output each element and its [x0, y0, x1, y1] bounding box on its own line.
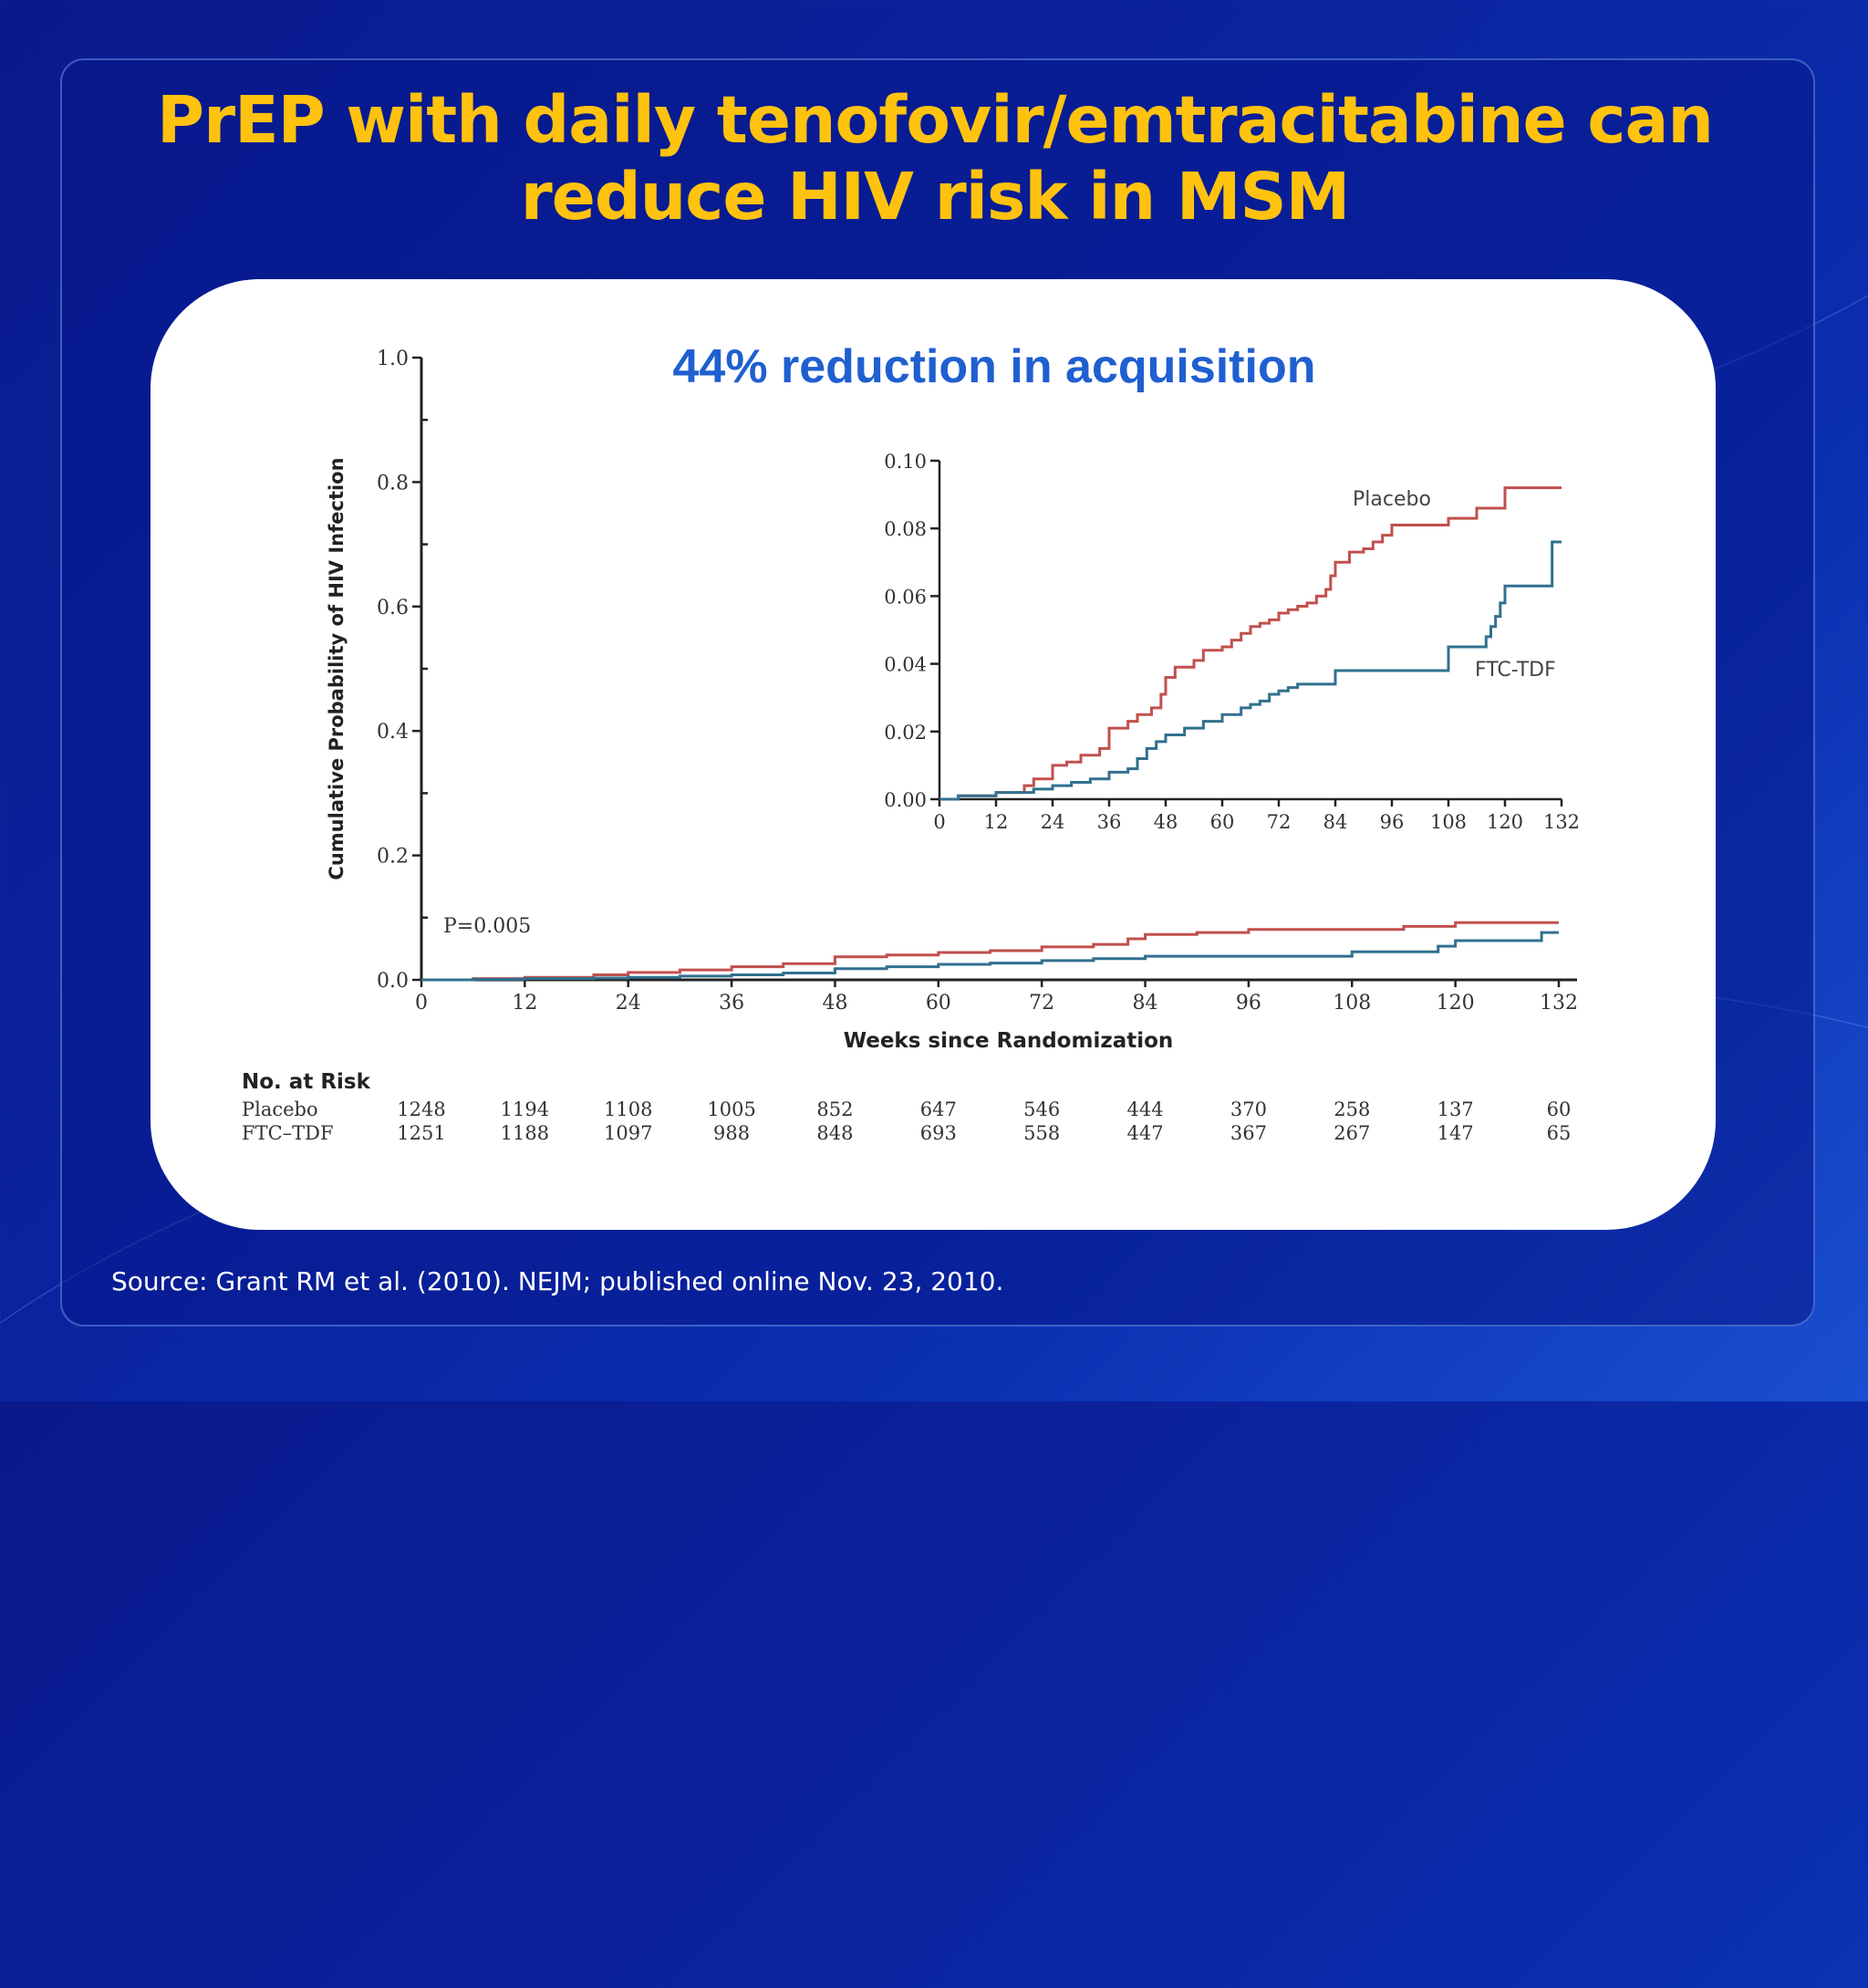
- risk-table-cell: 60: [1547, 1098, 1572, 1120]
- inset-y-tick-label: 0.00: [884, 789, 927, 811]
- risk-table-cell: 444: [1126, 1098, 1163, 1120]
- source-citation: Source: Grant RM et al. (2010). NEJM; pu…: [111, 1266, 1004, 1296]
- main-x-tick-label: 36: [719, 992, 744, 1015]
- inset-x-tick-label: 48: [1154, 811, 1178, 833]
- inset-x-tick-label: 36: [1097, 811, 1122, 833]
- risk-table-cell: 546: [1023, 1098, 1060, 1120]
- main-y-tick-label: 1.0: [377, 348, 409, 370]
- slide-title: PrEP with daily tenofovir/emtracitabine …: [128, 82, 1742, 235]
- main-y-tick-label: 0.4: [377, 721, 409, 744]
- inset-x-tick-label: 60: [1210, 811, 1235, 833]
- inset-x-tick-label: 0: [933, 811, 945, 833]
- main-x-tick-label: 48: [822, 992, 847, 1015]
- main-x-tick-label: 24: [616, 992, 641, 1015]
- risk-table-row-label: FTC–TDF: [242, 1122, 334, 1144]
- inset-x-tick-label: 96: [1380, 811, 1405, 833]
- risk-table-cell: 1248: [397, 1098, 445, 1120]
- inset-x-tick-label: 84: [1323, 811, 1348, 833]
- main-x-tick-label: 60: [926, 992, 951, 1015]
- inset-y-tick-label: 0.06: [884, 586, 927, 608]
- risk-table-cell: 1108: [604, 1098, 652, 1120]
- risk-table-cell: 988: [713, 1122, 750, 1144]
- main-x-tick-label: 84: [1133, 992, 1158, 1015]
- risk-table-cell: 137: [1437, 1098, 1474, 1120]
- risk-table-cell: 447: [1126, 1122, 1163, 1144]
- risk-table-row-label: Placebo: [242, 1098, 318, 1120]
- risk-table-cell: 852: [816, 1098, 853, 1120]
- slide-title-line2: reduce HIV risk in MSM: [520, 159, 1351, 234]
- main-y-tick-label: 0.0: [377, 970, 409, 993]
- main-x-tick-label: 0: [415, 992, 428, 1015]
- inset-x-tick-label: 120: [1487, 811, 1523, 833]
- risk-table-header: No. at Risk: [242, 1070, 371, 1094]
- inset-y-tick-label: 0.08: [884, 518, 927, 540]
- risk-table-cell: 1097: [604, 1122, 652, 1144]
- risk-table-cell: 65: [1547, 1122, 1572, 1144]
- inset-series-line-ftctdf: [939, 540, 1562, 801]
- inset-label-placebo: Placebo: [1353, 488, 1431, 511]
- inset-x-tick-label: 72: [1267, 811, 1292, 833]
- main-y-tick-label: 0.6: [377, 597, 409, 619]
- inset-y-tick-label: 0.04: [884, 654, 927, 676]
- risk-table-cell: 367: [1230, 1122, 1267, 1144]
- inset-x-tick-label: 24: [1041, 811, 1065, 833]
- main-x-tick-label: 72: [1029, 992, 1054, 1015]
- main-x-tick-label: 12: [512, 992, 537, 1015]
- main-x-tick-label: 132: [1540, 992, 1578, 1015]
- p-value-annotation: P=0.005: [443, 915, 531, 938]
- main-x-tick-label: 120: [1437, 992, 1475, 1015]
- risk-table-cell: 647: [920, 1098, 957, 1120]
- risk-table-cell: 693: [920, 1122, 957, 1144]
- main-x-tick-label: 108: [1333, 992, 1371, 1015]
- risk-table-cell: 1251: [397, 1122, 445, 1144]
- risk-table-cell: 370: [1230, 1098, 1267, 1120]
- risk-table-cell: 558: [1023, 1122, 1060, 1144]
- main-x-tick-label: 96: [1236, 992, 1261, 1015]
- inset-y-tick-label: 0.10: [884, 451, 927, 473]
- slide-title-line1: PrEP with daily tenofovir/emtracitabine …: [157, 82, 1714, 158]
- kaplan-meier-chart: 0.0 0.2 0.4 0.6 0.8 1.0 0 12 24 36 48 60 72 84 96 108 12…: [242, 348, 1580, 1144]
- chart-subtitle: 44% reduction in acquisition: [672, 340, 1316, 393]
- inset-x-tick-label: 108: [1430, 811, 1467, 833]
- main-y-tick-label: 0.8: [377, 472, 409, 494]
- risk-table-cell: 848: [816, 1122, 853, 1144]
- chart-panel: [150, 279, 1716, 1230]
- risk-table-cell: 1005: [707, 1098, 755, 1120]
- risk-table-cell: 267: [1334, 1122, 1370, 1144]
- main-y-tick-label: 0.2: [377, 846, 409, 869]
- inset-x-tick-label: 12: [984, 811, 1009, 833]
- main-series-line-placebo: [421, 921, 1559, 982]
- main-x-axis-label: Weeks since Randomization: [844, 1029, 1174, 1053]
- inset-x-tick-label: 132: [1543, 811, 1580, 833]
- risk-table-cell: 1188: [501, 1122, 549, 1144]
- inset-label-ftc-tdf: FTC-TDF: [1475, 659, 1556, 682]
- risk-table-cell: 147: [1437, 1122, 1474, 1144]
- main-series-line-ftctdf: [421, 931, 1559, 982]
- main-y-axis-label: Cumulative Probability of HIV Infection: [326, 457, 348, 880]
- risk-table-cell: 258: [1334, 1098, 1370, 1120]
- inset-y-tick-label: 0.02: [884, 722, 927, 744]
- risk-table-cell: 1194: [501, 1098, 549, 1120]
- inset-series-line-placebo: [939, 486, 1562, 801]
